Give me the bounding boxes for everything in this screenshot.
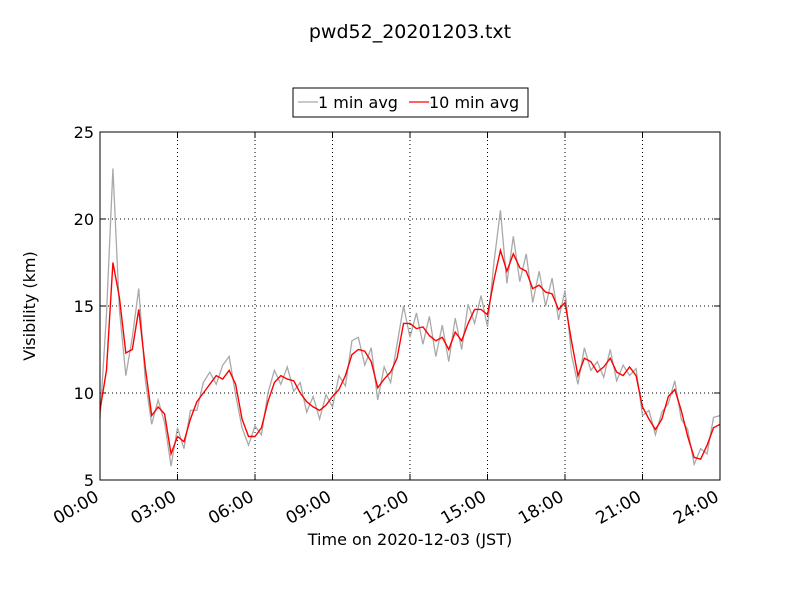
y-tick-label: 20: [74, 210, 94, 229]
legend-label: 10 min avg: [429, 93, 519, 112]
x-tick-label: 06:00: [205, 487, 257, 529]
series-line: [99, 247, 721, 460]
legend-label: 1 min avg: [318, 93, 398, 112]
x-tick-label: 15:00: [438, 487, 490, 529]
y-axis-label: Visibility (km): [20, 251, 39, 360]
x-tick-label: 21:00: [593, 487, 645, 529]
y-tick-label: 10: [74, 384, 94, 403]
x-axis-label: Time on 2020-12-03 (JST): [307, 530, 512, 549]
y-tick-label: 15: [74, 297, 94, 316]
x-tick-label: 00:00: [50, 487, 102, 529]
x-tick-label: 24:00: [670, 487, 722, 529]
chart-title: pwd52_20201203.txt: [309, 21, 511, 43]
x-tick-label: 09:00: [283, 487, 335, 529]
plot-frame: [99, 131, 721, 481]
y-tick-label: 5: [84, 471, 94, 490]
x-tick-label: 03:00: [128, 487, 180, 529]
series-line: [99, 168, 721, 467]
x-tick-label: 18:00: [515, 487, 567, 529]
x-tick-label: 12:00: [360, 487, 412, 529]
y-tick-label: 25: [74, 123, 94, 142]
